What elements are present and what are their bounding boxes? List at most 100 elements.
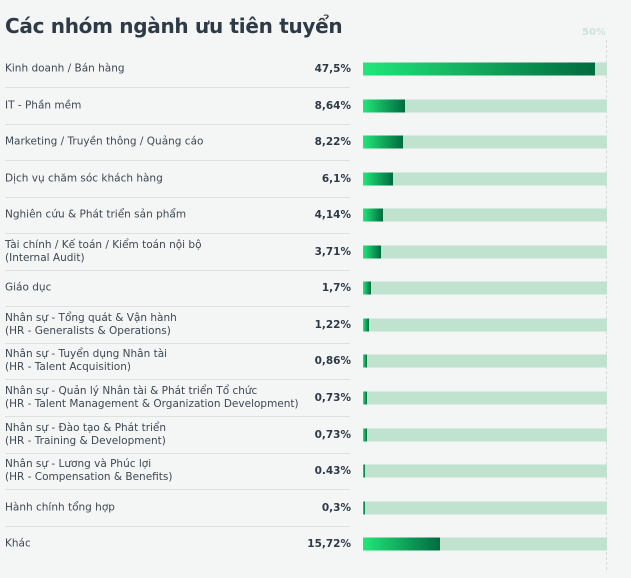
category-label-line: Marketing / Truyền thông / Quảng cáo bbox=[5, 135, 204, 148]
category-label: IT - Phần mềm bbox=[5, 99, 305, 112]
value-label: 6,1% bbox=[321, 172, 351, 185]
bar-row: Nhân sự - Tuyển dụng Nhân tài (HR - Talen… bbox=[0, 343, 631, 381]
bar-row: Dịch vụ chăm sóc khách hàng 6,1% bbox=[0, 161, 631, 198]
row-divider bbox=[5, 233, 350, 235]
bar bbox=[363, 537, 440, 551]
bar bbox=[363, 464, 366, 478]
category-label: Khác bbox=[5, 538, 305, 551]
bar bbox=[363, 172, 393, 186]
bar-track bbox=[363, 172, 607, 186]
bar-track bbox=[363, 464, 607, 478]
bar-row: Marketing / Truyền thông / Quảng cáo 8,22… bbox=[0, 124, 631, 162]
category-label-line: IT - Phần mềm bbox=[5, 99, 82, 112]
bar-row: Nhân sự - Tổng quát & Vận hành (HR - Gene… bbox=[0, 307, 631, 344]
category-label: Tài chính / Kế toán / Kiểm toán nội bộ (I… bbox=[5, 239, 305, 265]
bar-row: IT - Phần mềm 8,64% bbox=[0, 88, 631, 125]
category-label: Kinh doanh / Bán hàng bbox=[5, 63, 305, 76]
bar-track bbox=[363, 208, 607, 222]
row-divider bbox=[5, 269, 350, 271]
category-label-line: Nhân sự - Tổng quát & Vận hành bbox=[5, 311, 177, 324]
category-label-line: (HR - Generalists & Operations) bbox=[5, 324, 171, 337]
bar-row: Tài chính / Kế toán / Kiểm toán nội bộ (I… bbox=[0, 234, 631, 271]
value-label: 0,86% bbox=[314, 355, 351, 368]
category-label-line: (Internal Audit) bbox=[5, 251, 85, 264]
axis-max-label: 50% bbox=[582, 27, 606, 38]
value-label: 8,64% bbox=[314, 99, 351, 112]
value-label: 0,3% bbox=[321, 501, 351, 514]
chart-title: Các nhóm ngành ưu tiên tuyển bbox=[5, 14, 343, 38]
category-label-line: Nghiên cứu & Phát triển sản phẩm bbox=[5, 208, 187, 221]
bar bbox=[363, 281, 372, 295]
category-label: Nhân sự - Tổng quát & Vận hành (HR - Gene… bbox=[5, 312, 305, 338]
bar-track bbox=[363, 354, 607, 368]
bar bbox=[363, 62, 595, 76]
row-divider bbox=[5, 489, 350, 491]
value-label: 8,22% bbox=[314, 136, 351, 149]
bar bbox=[363, 245, 382, 259]
bar-track bbox=[363, 62, 607, 76]
bar-row: Kinh doanh / Bán hàng 47,5% bbox=[0, 51, 631, 88]
row-divider bbox=[5, 160, 350, 162]
row-divider bbox=[5, 342, 350, 344]
bar-track bbox=[363, 537, 607, 551]
category-label: Hành chính tổng hợp bbox=[5, 501, 305, 514]
category-label-line: Kinh doanh / Bán hàng bbox=[5, 62, 125, 75]
row-divider bbox=[5, 525, 350, 527]
bar-row: Giáo dục 1,7% bbox=[0, 270, 631, 308]
bar-track bbox=[363, 428, 607, 441]
category-label-line: Dịch vụ chăm sóc khách hàng bbox=[5, 172, 163, 185]
category-label-line: Nhân sự - Lương và Phúc lợi bbox=[5, 458, 152, 471]
bar-row: Khác 15,72% bbox=[0, 526, 631, 562]
bar-track bbox=[363, 501, 607, 515]
bar-row: Hành chính tổng hợp 0,3% bbox=[0, 490, 631, 527]
bar bbox=[363, 135, 404, 149]
category-label-line: Nhân sự - Quản lý Nhân tài & Phát triển … bbox=[5, 384, 258, 397]
value-label: 0,73% bbox=[314, 428, 351, 441]
value-label: 1,22% bbox=[314, 318, 351, 331]
category-label: Nhân sự - Đào tạo & Phát triển (HR - Trai… bbox=[5, 422, 305, 448]
bar-row: Nghiên cứu & Phát triển sản phẩm 4,14% bbox=[0, 197, 631, 235]
bar-track bbox=[363, 318, 607, 332]
bar bbox=[363, 354, 368, 368]
bar-track bbox=[363, 99, 607, 113]
category-label-line: (HR - Talent Acquisition) bbox=[5, 361, 131, 374]
bar-track bbox=[363, 391, 607, 405]
category-label-line: (HR - Training & Development) bbox=[5, 434, 166, 447]
row-divider bbox=[5, 415, 350, 417]
row-divider bbox=[5, 196, 350, 198]
category-label-line: Tài chính / Kế toán / Kiểm toán nội bộ bbox=[5, 238, 202, 251]
value-label: 1,7% bbox=[321, 282, 351, 295]
bar-row: Nhân sự - Quản lý Nhân tài & Phát triển … bbox=[0, 380, 631, 417]
bar-track bbox=[363, 281, 607, 295]
max-gridline bbox=[606, 40, 607, 570]
bar bbox=[363, 428, 367, 441]
bar-row: Nhân sự - Lương và Phúc lợi (HR - Compens… bbox=[0, 453, 631, 491]
category-label-line: Khác bbox=[5, 537, 31, 550]
value-label: 15,72% bbox=[307, 538, 351, 551]
bar bbox=[363, 391, 367, 405]
category-label: Nhân sự - Tuyển dụng Nhân tài (HR - Talen… bbox=[5, 348, 305, 374]
value-label: 4,14% bbox=[314, 209, 351, 222]
row-divider bbox=[5, 123, 350, 125]
category-label-line: Nhân sự - Tuyển dụng Nhân tài bbox=[5, 348, 168, 361]
bar bbox=[363, 208, 384, 222]
bar-track bbox=[363, 135, 607, 149]
category-label: Marketing / Truyền thông / Quảng cáo bbox=[5, 136, 305, 149]
value-label: 47,5% bbox=[314, 63, 351, 75]
category-label-line: Hành chính tổng hợp bbox=[5, 501, 115, 514]
value-label: 0,73% bbox=[314, 391, 351, 404]
value-label: 3,71% bbox=[314, 245, 351, 258]
category-label: Nhân sự - Quản lý Nhân tài & Phát triển … bbox=[5, 385, 305, 411]
row-divider bbox=[5, 306, 350, 308]
row-divider bbox=[5, 379, 350, 381]
bar-row: Nhân sự - Đào tạo & Phát triển (HR - Trai… bbox=[0, 417, 631, 454]
row-divider bbox=[5, 87, 350, 88]
category-label-line: (HR - Compensation & Benefits) bbox=[5, 471, 173, 484]
category-label: Giáo dục bbox=[5, 282, 305, 295]
category-label-line: Giáo dục bbox=[5, 281, 52, 294]
category-label: Dịch vụ chăm sóc khách hàng bbox=[5, 172, 305, 185]
category-label-line: (HR - Talent Management & Organization D… bbox=[5, 397, 299, 410]
row-divider bbox=[5, 452, 350, 454]
bar bbox=[363, 501, 366, 515]
category-label: Nghiên cứu & Phát triển sản phẩm bbox=[5, 209, 305, 222]
